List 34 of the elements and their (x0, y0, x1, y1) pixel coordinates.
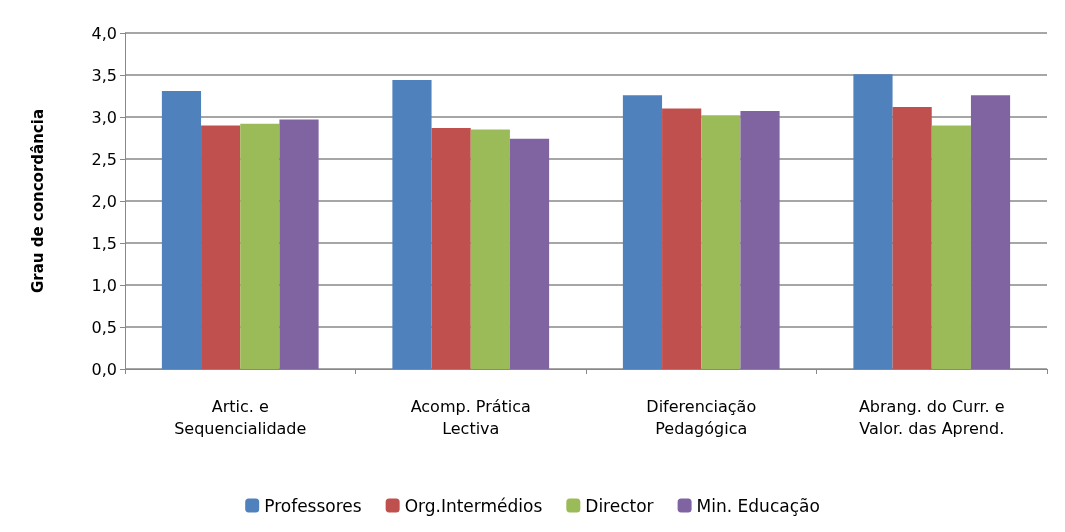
bar (392, 80, 432, 369)
bar (931, 125, 971, 369)
bar (279, 119, 319, 369)
bar (201, 125, 241, 369)
bar (740, 111, 780, 369)
bar (240, 123, 280, 369)
legend-label: Min. Educação (696, 495, 820, 516)
bar (431, 127, 471, 369)
y-tick-label: 0,0 (91, 359, 117, 379)
y-tick-label: 1,0 (91, 275, 117, 295)
y-axis-title: Grau de concordância (28, 108, 47, 294)
y-tick-label: 2,0 (91, 191, 117, 211)
bar (662, 108, 702, 369)
x-tick-label: Artic. e Sequencialidade (174, 396, 307, 438)
bar (470, 129, 510, 369)
legend-label: Org.Intermédios (404, 495, 543, 516)
bar (970, 95, 1011, 369)
y-tick-label: 0,5 (91, 317, 117, 337)
bar (622, 95, 663, 369)
bar (853, 74, 893, 369)
x-tick-label: Abrang. do Curr. e Valor. das Aprend. (858, 396, 1005, 438)
y-tick-label: 4,0 (91, 23, 117, 43)
bar (701, 115, 741, 369)
y-tick-label: 1,5 (91, 233, 117, 253)
bar (892, 106, 932, 369)
y-tick-label: 3,0 (91, 107, 117, 127)
bar (161, 90, 202, 369)
legend-label: Professores (264, 495, 362, 516)
x-tick-label: Diferenciação Pedagógica (646, 396, 757, 438)
x-tick-label: Acomp. Prática Lectiva (410, 396, 531, 438)
bar (509, 138, 550, 369)
y-tick-label: 2,5 (91, 149, 117, 169)
y-tick-label: 3,5 (91, 65, 117, 85)
legend-label: Director (585, 495, 654, 516)
